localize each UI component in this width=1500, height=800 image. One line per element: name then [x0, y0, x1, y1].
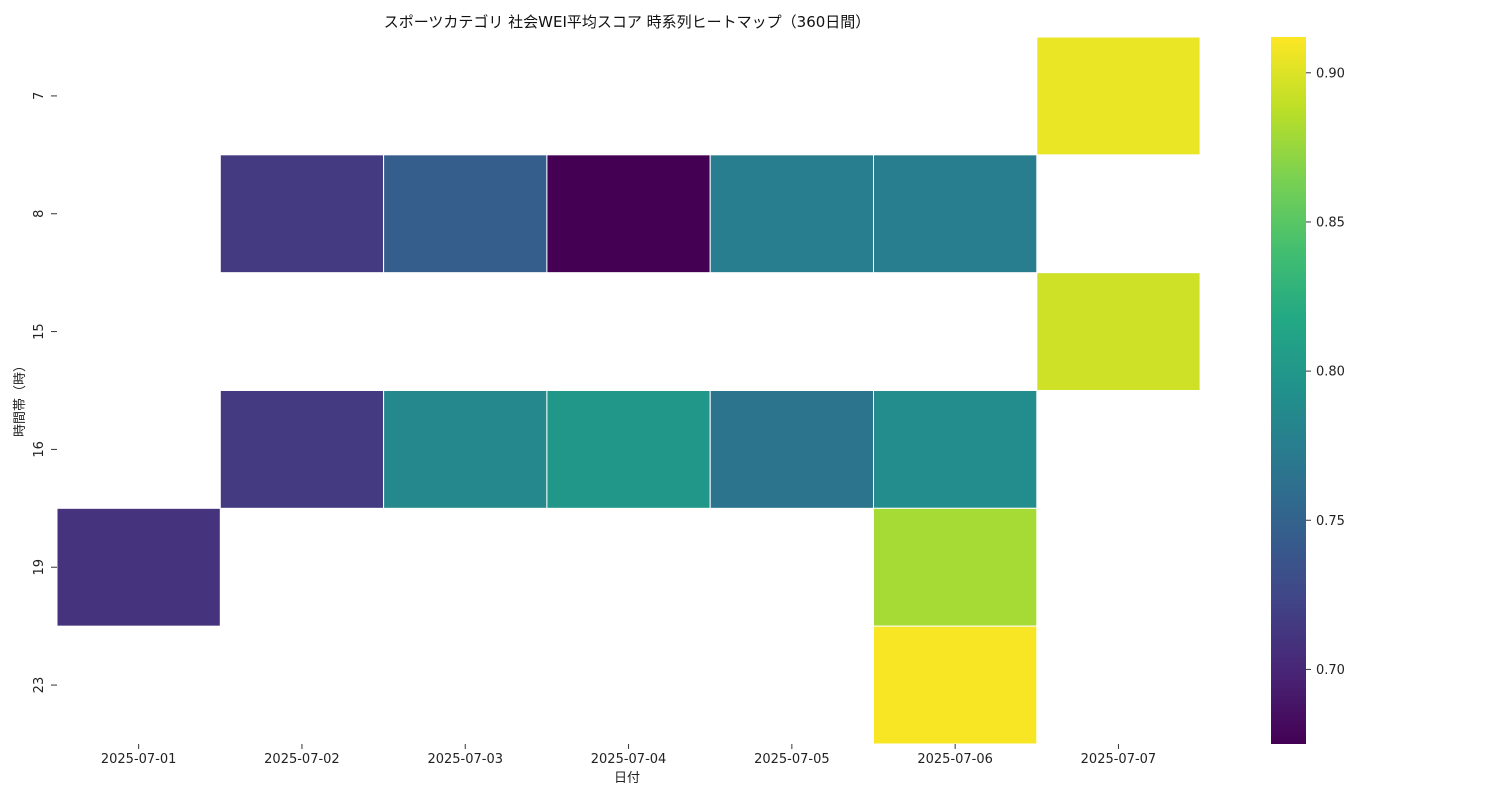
colorbar-tick-label: 0.75 — [1316, 514, 1345, 529]
colorbar-tick-label: 0.80 — [1316, 365, 1345, 380]
heatmap-cell-15-2025-07-07 — [1036, 272, 1201, 391]
colorbar-tick-label: 0.85 — [1316, 215, 1345, 230]
heatmap-cell-8-2025-07-05 — [709, 154, 875, 274]
y-tick-label: 19 — [32, 559, 47, 576]
heatmap-cell-8-2025-07-06 — [873, 154, 1038, 274]
heatmap-cell-16-2025-07-04 — [546, 389, 711, 509]
x-tick-label: 2025-07-04 — [591, 752, 667, 767]
heatmap-cell-16-2025-07-05 — [709, 389, 875, 509]
heatmap-cell-8-2025-07-03 — [383, 154, 548, 274]
heatmap-cell-16-2025-07-03 — [383, 389, 548, 509]
colorbar: 0.70 0.75 0.80 0.85 0.90 — [1271, 37, 1345, 744]
x-tick-label: 2025-07-01 — [101, 752, 177, 767]
x-tick-label: 2025-07-03 — [427, 752, 503, 767]
y-axis-label: 時間帯（時） — [13, 359, 28, 437]
colorbar-tick-label: 0.70 — [1316, 663, 1345, 678]
colorbar-tick-label: 0.90 — [1316, 66, 1345, 81]
heatmap-cell-8-2025-07-04 — [546, 154, 711, 274]
x-tick-label: 2025-07-02 — [264, 752, 340, 767]
heatmap-cell-7-2025-07-07 — [1036, 36, 1201, 156]
y-axis-ticks: 7 8 15 16 19 23 — [32, 92, 57, 694]
y-tick-label: 16 — [32, 441, 47, 458]
x-tick-label: 2025-07-06 — [917, 752, 993, 767]
y-tick-label: 7 — [32, 92, 47, 100]
x-tick-label: 2025-07-07 — [1081, 752, 1157, 767]
heatmap-cells — [56, 36, 1201, 745]
heatmap-cell-23-2025-07-06 — [873, 625, 1038, 745]
x-axis-ticks: 2025-07-01 2025-07-02 2025-07-03 2025-07-04… — [101, 743, 1157, 767]
heatmap-cell-19-2025-07-01 — [56, 507, 221, 627]
chart-title: スポーツカテゴリ 社会WEI平均スコア 時系列ヒートマップ（360日間） — [384, 13, 871, 31]
x-tick-label: 2025-07-05 — [754, 752, 830, 767]
heatmap-cell-8-2025-07-02 — [219, 154, 385, 274]
heatmap-cell-16-2025-07-06 — [873, 389, 1038, 509]
heatmap-cell-19-2025-07-06 — [873, 507, 1038, 627]
y-tick-label: 23 — [32, 677, 47, 694]
heatmap-cell-16-2025-07-02 — [219, 389, 385, 509]
colorbar-gradient — [1271, 37, 1306, 744]
x-axis-label: 日付 — [614, 771, 640, 786]
y-tick-label: 8 — [32, 210, 47, 218]
y-tick-label: 15 — [32, 323, 47, 340]
